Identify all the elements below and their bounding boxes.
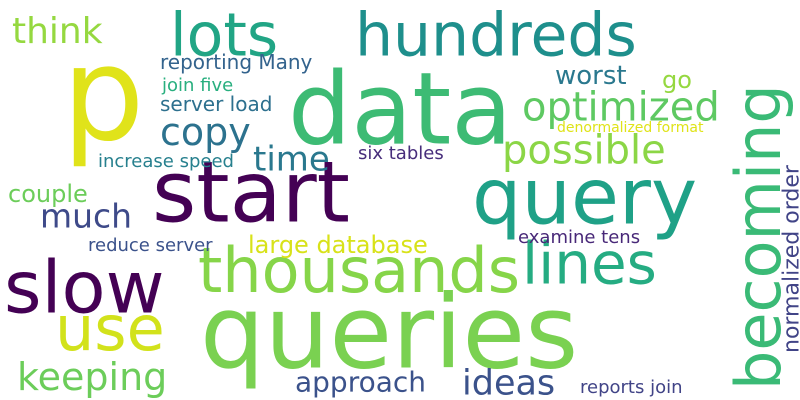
cloud-word-use: use [55,292,165,365]
cloud-word-reduce-server: reduce server [88,234,213,256]
cloud-word-query: query [472,150,698,243]
cloud-word-server-load: server load [160,92,273,116]
cloud-word-think: think [12,9,103,52]
cloud-word-start: start [152,142,350,242]
cloud-word-approach: approach [295,365,427,399]
cloud-word-ideas: ideas [462,361,556,400]
cloud-word-reports-join: reports join [580,376,683,398]
cloud-word-large-database: large database [248,230,428,259]
cloud-word-examine-tens: examine tens [518,226,641,248]
cloud-word-reporting-many: reporting Many [160,50,313,74]
cloud-word-data: data [288,51,513,168]
cloud-word-six-tables: six tables [358,142,444,164]
cloud-word-go: go [662,65,692,94]
cloud-word-worst: worst [555,59,627,91]
cloud-word-denormalized-format: denormalized format [557,118,704,136]
cloud-word-optimized: optimized [522,83,720,131]
cloud-word-lines: lines [522,229,657,298]
cloud-word-much: much [40,197,133,236]
cloud-word-keeping: keeping [17,354,168,400]
cloud-word-queries: queries [200,272,579,393]
cloud-word-normalized-order: normalized order [778,165,800,353]
cloud-word-increase-speed: increase speed [98,150,234,172]
cloud-word-possible: possible [502,126,666,174]
cloud-word-time: time [253,138,330,179]
cloud-word-copy: copy [160,109,251,155]
cloud-word-hundreds: hundreds [355,0,637,70]
cloud-word-thousands: thousands [198,234,521,307]
cloud-word-slow: slow [4,245,165,330]
cloud-word-join-five: join five [162,74,234,96]
cloud-word-p: p [62,18,145,171]
cloud-word-lots: lots [170,0,279,70]
cloud-word-couple: couple [8,179,88,208]
